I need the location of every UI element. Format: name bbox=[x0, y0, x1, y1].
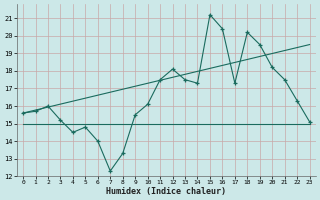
X-axis label: Humidex (Indice chaleur): Humidex (Indice chaleur) bbox=[106, 187, 226, 196]
